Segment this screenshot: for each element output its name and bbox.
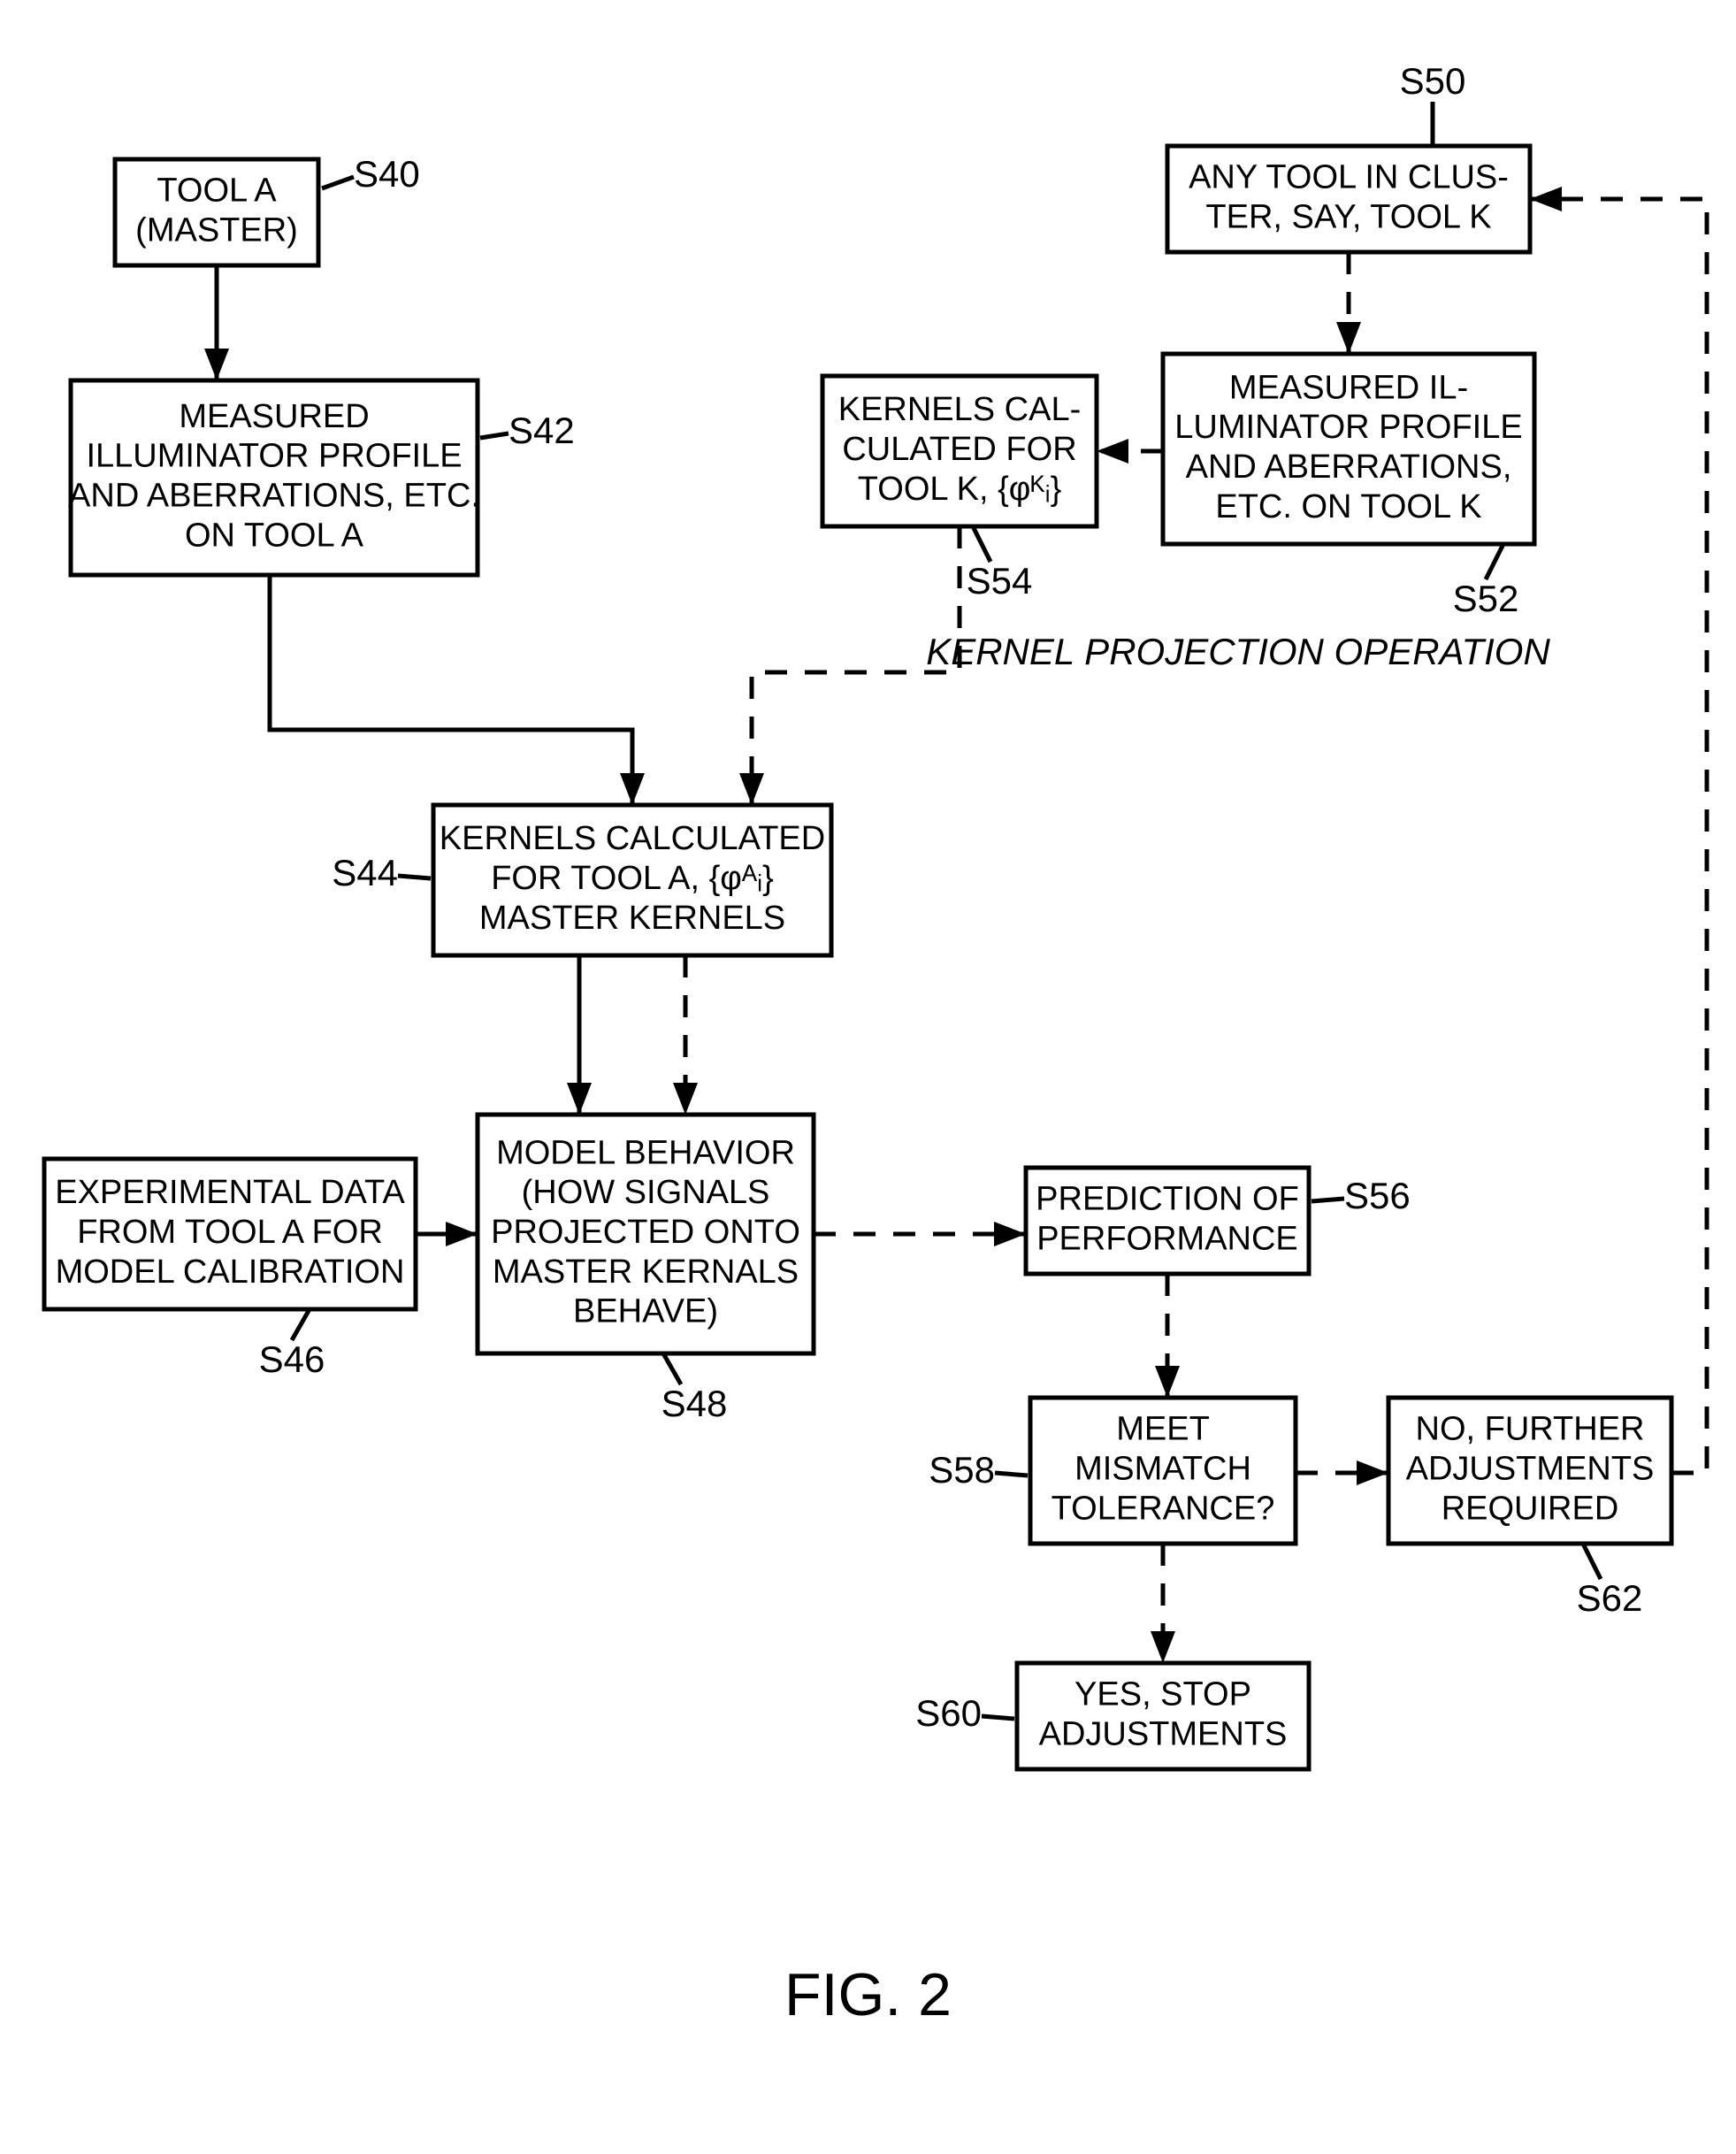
node-label: S44 <box>332 852 398 893</box>
node-S50: ANY TOOL IN CLUS-TER, SAY, TOOL K S50 <box>1167 60 1530 252</box>
node-text: EXPERIMENTAL DATA <box>55 1174 405 1211</box>
node-text: PERFORMANCE <box>1036 1220 1298 1257</box>
edge <box>1312 1199 1344 1201</box>
edge <box>480 433 509 438</box>
node-text: TOLERANCE? <box>1052 1490 1275 1527</box>
node-text: MISMATCH <box>1074 1451 1251 1488</box>
node-text: ETC. ON TOOL K <box>1215 488 1481 525</box>
node-text: (MASTER) <box>135 211 298 249</box>
edge <box>995 1473 1028 1476</box>
node-S60: YES, STOPADJUSTMENTS S60 <box>915 1663 1309 1769</box>
node-text: (HOW SIGNALS <box>522 1174 770 1211</box>
node-text: MODEL CALIBRATION <box>56 1253 405 1291</box>
node-S62: NO, FURTHERADJUSTMENTSREQUIRED S62 <box>1388 1398 1671 1619</box>
section-label: KERNEL PROJECTION OPERATION <box>926 631 1550 672</box>
node-text: MASTER KERNALS <box>493 1253 799 1291</box>
edge <box>982 1716 1014 1719</box>
edge <box>322 177 354 188</box>
node-label: S62 <box>1577 1577 1643 1619</box>
node-text: MODEL BEHAVIOR <box>496 1134 795 1171</box>
node-S42: MEASUREDILLUMINATOR PROFILEAND ABERRATIO… <box>68 380 575 575</box>
node-text: KERNELS CALCULATED <box>440 820 825 857</box>
node-S52: MEASURED IL-LUMINATOR PROFILEAND ABERRAT… <box>1163 354 1534 619</box>
node-S40: TOOL A(MASTER) S40 <box>115 153 420 265</box>
node-text: MEASURED IL- <box>1229 369 1468 406</box>
node-text: ILLUMINATOR PROFILE <box>86 438 462 475</box>
node-text: REQUIRED <box>1442 1490 1619 1527</box>
node-label: S58 <box>929 1449 995 1491</box>
node-text: FOR TOOL A, {φᴬᵢ} <box>491 860 774 897</box>
node-text: TER, SAY, TOOL K <box>1205 198 1491 235</box>
node-S58: MEETMISMATCHTOLERANCE? S58 <box>929 1398 1296 1544</box>
node-text: NO, FURTHER <box>1416 1411 1645 1448</box>
node-label: S60 <box>915 1692 982 1734</box>
node-text: PREDICTION OF <box>1036 1181 1299 1218</box>
node-text: LUMINATOR PROFILE <box>1174 409 1522 446</box>
node-text: ON TOOL A <box>185 517 364 554</box>
edge <box>398 876 431 878</box>
node-text: FROM TOOL A FOR <box>77 1214 383 1251</box>
node-S44: KERNELS CALCULATEDFOR TOOL A, {φᴬᵢ}MASTE… <box>332 805 831 955</box>
node-text: TOOL K, {φᴷᵢ} <box>858 471 1062 508</box>
node-text: ANY TOOL IN CLUS- <box>1189 159 1509 196</box>
node-text: YES, STOP <box>1074 1676 1251 1713</box>
node-label: S54 <box>967 560 1033 602</box>
node-text: PROJECTED ONTO <box>491 1214 800 1251</box>
node-label: S46 <box>259 1338 325 1380</box>
node-text: MEASURED <box>179 398 369 435</box>
node-text: TOOL A <box>157 172 277 210</box>
flowchart-canvas: TOOL A(MASTER) S40 MEASUREDILLUMINATOR PRO… <box>0 0 1736 2154</box>
node-label: S56 <box>1344 1175 1411 1216</box>
node-label: S40 <box>354 153 420 195</box>
node-label: S50 <box>1400 60 1466 102</box>
node-text: MEET <box>1116 1411 1210 1448</box>
node-text: BEHAVE) <box>573 1293 718 1330</box>
edge <box>270 575 632 805</box>
node-label: S42 <box>509 410 575 451</box>
node-S56: PREDICTION OFPERFORMANCE S56 <box>1026 1168 1411 1274</box>
node-text: KERNELS CAL- <box>838 391 1082 428</box>
node-S46: EXPERIMENTAL DATAFROM TOOL A FORMODEL CA… <box>44 1159 416 1380</box>
node-text: AND ABERRATIONS, <box>1186 448 1512 486</box>
node-text: AND ABERRATIONS, ETC. <box>68 477 480 514</box>
edge <box>1530 199 1707 1473</box>
node-text: CULATED FOR <box>842 431 1076 468</box>
node-S48: MODEL BEHAVIOR(HOW SIGNALSPROJECTED ONTO… <box>478 1115 814 1424</box>
node-label: S48 <box>662 1383 728 1424</box>
figure-label: FIG. 2 <box>784 1961 952 2028</box>
node-text: ADJUSTMENTS <box>1039 1715 1288 1752</box>
node-text: ADJUSTMENTS <box>1406 1451 1655 1488</box>
node-text: MASTER KERNELS <box>479 900 785 937</box>
node-label: S52 <box>1453 578 1519 619</box>
